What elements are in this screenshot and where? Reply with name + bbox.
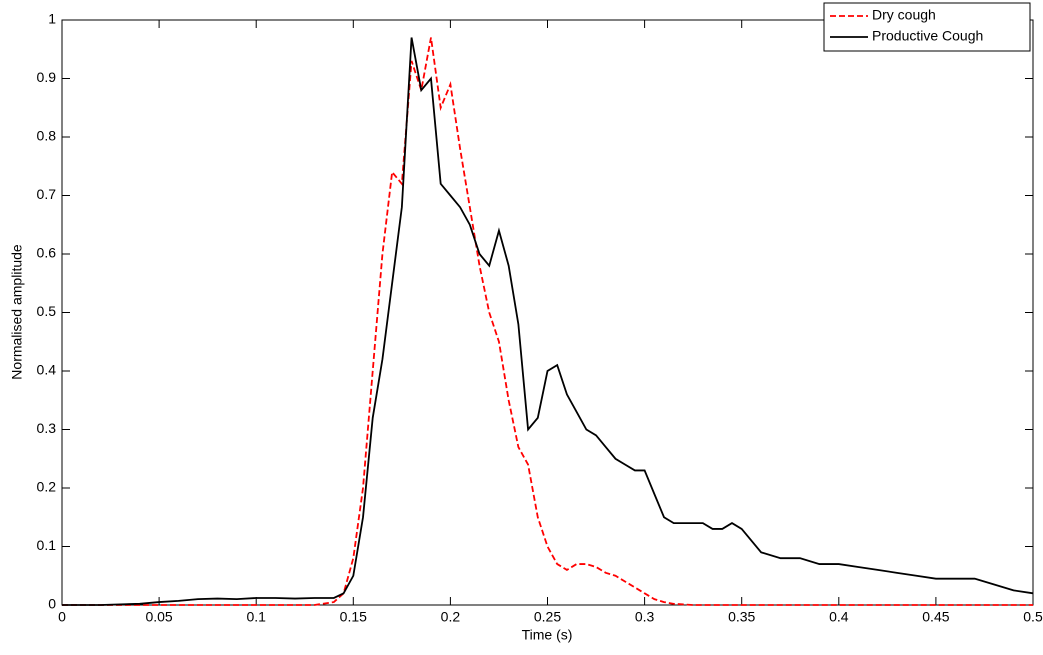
- plot-frame: [61, 19, 1034, 606]
- y-tick-label: 0.7: [37, 186, 57, 202]
- legend-label: Dry cough: [872, 7, 936, 23]
- y-tick-label: 0.8: [37, 128, 57, 144]
- x-tick-label: 0.25: [534, 609, 561, 625]
- x-tick-label: 0.4: [829, 609, 849, 625]
- x-axis-label: Time (s): [522, 627, 573, 643]
- x-tick-label: 0.2: [441, 609, 461, 625]
- series-line: [62, 37, 1033, 606]
- x-tick-label: 0.05: [145, 609, 172, 625]
- y-tick-label: 0.1: [37, 537, 57, 553]
- y-tick-label: 0.5: [37, 303, 57, 319]
- x-tick-label: 0.45: [922, 609, 949, 625]
- y-tick-label: 0.2: [37, 479, 57, 495]
- x-tick-label: 0.35: [728, 609, 755, 625]
- y-axis-label: Normalised amplitude: [9, 244, 25, 380]
- x-tick-label: 0: [58, 609, 66, 625]
- x-tick-label: 0.3: [635, 609, 655, 625]
- series-line: [62, 37, 1034, 606]
- x-tick-label: 0.15: [340, 609, 367, 625]
- y-tick-label: 1: [48, 11, 56, 27]
- y-tick-label: 0.9: [37, 69, 57, 85]
- y-tick-label: 0.3: [37, 420, 57, 436]
- legend-label: Productive Cough: [872, 28, 983, 44]
- legend-box: [823, 2, 1031, 52]
- y-tick-label: 0.4: [37, 362, 57, 378]
- x-tick-label: 0.5: [1023, 609, 1043, 625]
- y-tick-label: 0: [48, 596, 56, 612]
- y-tick-label: 0.6: [37, 245, 57, 261]
- x-tick-label: 0.1: [246, 609, 266, 625]
